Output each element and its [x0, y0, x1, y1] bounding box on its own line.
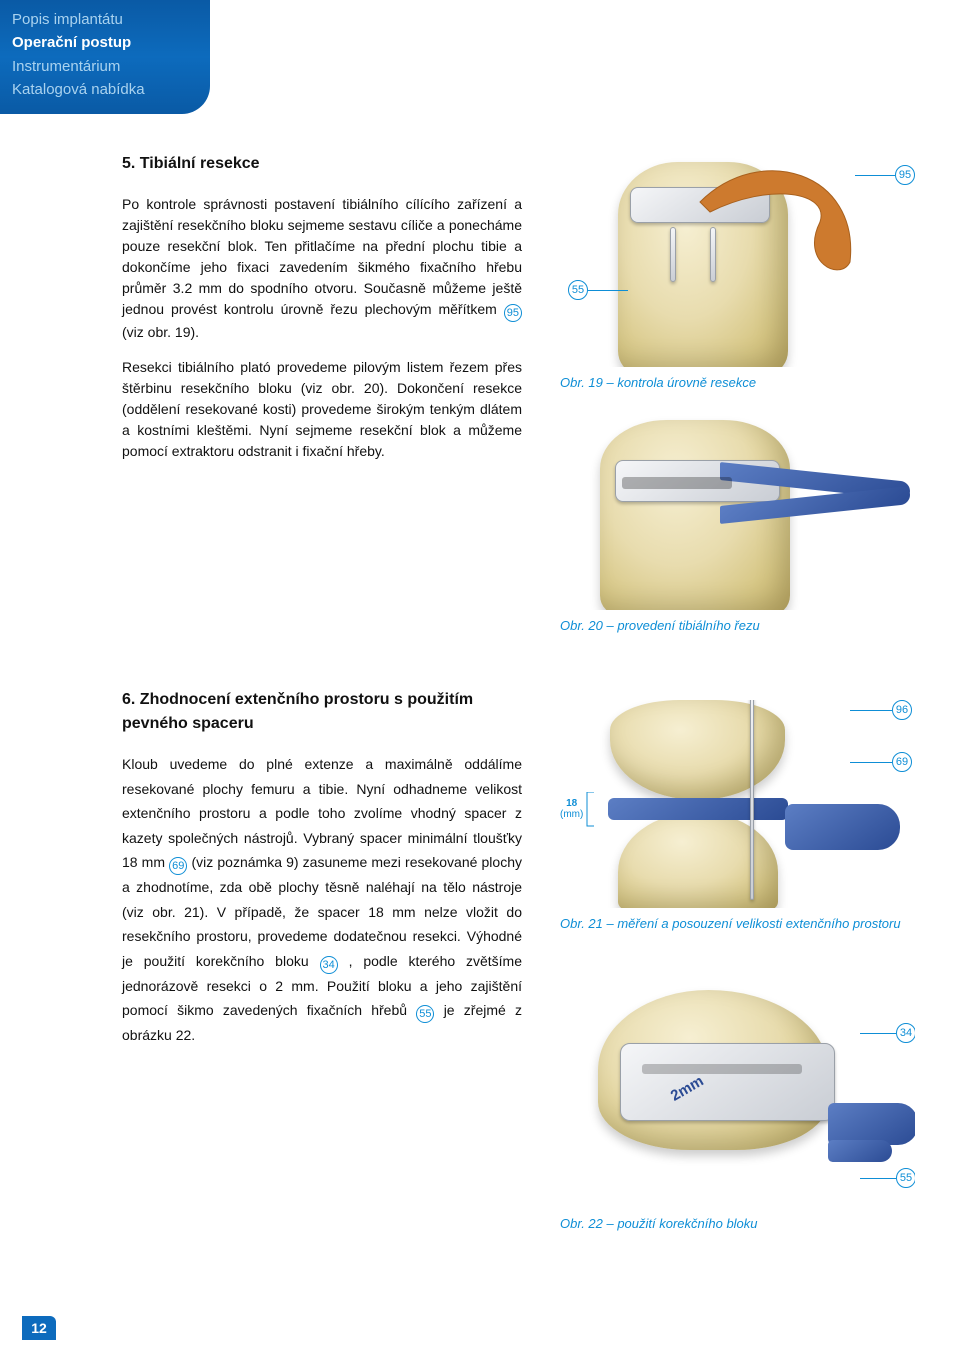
callout-55: 55 — [568, 280, 588, 300]
callout-55b: 55 — [896, 1168, 915, 1188]
figure-22: 2mm 34 55 Obr. 22 – použití korekčního b… — [560, 968, 940, 1234]
page-number: 12 — [22, 1316, 56, 1340]
figure-20-image — [560, 410, 915, 610]
ref-badge-55: 55 — [416, 1005, 434, 1023]
figure-21-image: 18 (mm) 96 69 — [560, 700, 915, 908]
figure-20-caption: Obr. 20 – provedení tibiálního řezu — [560, 616, 915, 636]
section6-text: 6. Zhodnocení extenčního prostoru s použ… — [122, 688, 522, 1048]
bracket-icon — [584, 792, 614, 828]
section5-para2: Resekci tibiálního plató provedeme pilov… — [122, 357, 522, 462]
figure-19: 55 95 Obr. 19 – kontrola úrovně resekce — [560, 152, 940, 393]
nav-item-popis[interactable]: Popis implantátu — [12, 8, 198, 31]
nav-item-instrumentarium[interactable]: Instrumentárium — [12, 55, 198, 78]
figure-20: Obr. 20 – provedení tibiálního řezu — [560, 410, 940, 636]
section6-para1a: Kloub uvedeme do plné extenze a maximáln… — [122, 756, 522, 870]
ref-badge-95: 95 — [504, 304, 522, 322]
section6-heading: 6. Zhodnocení extenčního prostoru s použ… — [122, 688, 522, 736]
callout-96: 96 — [892, 700, 912, 720]
nav-item-operacni-postup[interactable]: Operační postup — [12, 31, 198, 54]
ref-badge-34: 34 — [320, 956, 338, 974]
callout-95: 95 — [895, 165, 915, 185]
nav-item-katalogova[interactable]: Katalogová nabídka — [12, 78, 198, 101]
section5-text: 5. Tibiální resekce Po kontrole správnos… — [122, 152, 522, 462]
label-18mm-value: 18 — [560, 798, 583, 809]
figure-21-caption: Obr. 21 – měření a posouzení velikosti e… — [560, 914, 915, 934]
callout-69: 69 — [892, 752, 912, 772]
section5-para1a: Po kontrole správnosti postavení tibiáln… — [122, 196, 522, 317]
ref-badge-69: 69 — [169, 857, 187, 875]
section5-heading: 5. Tibiální resekce — [122, 152, 522, 176]
figure-21: 18 (mm) 96 69 Obr. 21 – měření a posouze… — [560, 700, 940, 934]
section-nav-tab: Popis implantátu Operační postup Instrum… — [0, 0, 210, 114]
figure-22-image: 2mm 34 55 — [560, 968, 915, 1208]
label-18mm-unit: (mm) — [560, 809, 583, 820]
figure-19-caption: Obr. 19 – kontrola úrovně resekce — [560, 373, 915, 393]
figure-19-image: 55 95 — [560, 152, 915, 367]
section5-para1: Po kontrole správnosti postavení tibiáln… — [122, 194, 522, 343]
callout-34: 34 — [896, 1023, 915, 1043]
section5-para1b: (viz obr. 19). — [122, 324, 199, 340]
section6-para1: Kloub uvedeme do plné extenze a maximáln… — [122, 752, 522, 1048]
figure-22-caption: Obr. 22 – použití korekčního bloku — [560, 1214, 915, 1234]
